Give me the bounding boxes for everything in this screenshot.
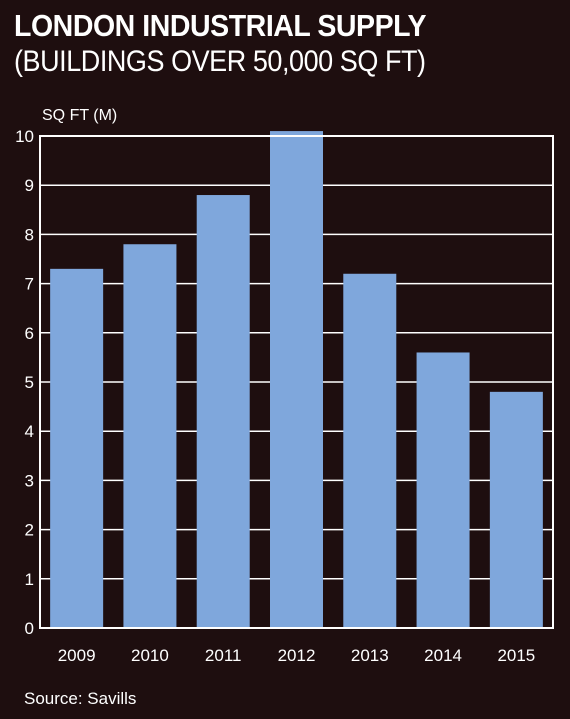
bar-2015 (489, 391, 543, 628)
x-tick-label: 2009 (58, 646, 96, 665)
y-tick-label: 5 (25, 373, 34, 392)
bar-2009 (50, 268, 104, 628)
plot-frame (39, 135, 554, 629)
y-axis-label: SQ FT (M) (42, 107, 118, 124)
bar-2011 (196, 195, 250, 629)
x-tick-label: 2012 (278, 646, 316, 665)
y-tick-labels: 0 1 2 3 4 5 6 7 8 9 10 (15, 127, 34, 638)
x-tick-label: 2014 (424, 646, 462, 665)
chart-subtitle: (BUILDINGS OVER 50,000 SQ FT) (14, 45, 426, 78)
y-tick-label: 3 (25, 471, 34, 490)
bars (50, 131, 543, 629)
y-tick-label: 1 (25, 570, 34, 589)
bar-2012 (270, 131, 323, 628)
y-tick-label: 9 (25, 176, 34, 195)
y-tick-label: 10 (15, 127, 34, 146)
y-tick-label: 8 (25, 225, 34, 244)
bar-2013 (343, 273, 397, 628)
y-tick-label: 0 (25, 619, 34, 638)
x-tick-label: 2013 (351, 646, 389, 665)
x-tick-label: 2015 (497, 646, 535, 665)
y-tick-label: 7 (25, 275, 34, 294)
x-tick-labels: 2009 2010 2011 2012 2013 2014 2015 (58, 646, 536, 665)
y-tick-label: 2 (25, 521, 34, 540)
x-tick-label: 2011 (205, 646, 242, 665)
y-tick-label: 4 (25, 422, 34, 441)
bar-2010 (123, 244, 177, 629)
x-tick-label: 2010 (131, 646, 169, 665)
bar-2014 (416, 352, 470, 628)
source-note: Source: Savills (24, 689, 137, 708)
chart-title: LONDON INDUSTRIAL SUPPLY (14, 8, 427, 43)
y-tick-label: 6 (25, 324, 34, 343)
